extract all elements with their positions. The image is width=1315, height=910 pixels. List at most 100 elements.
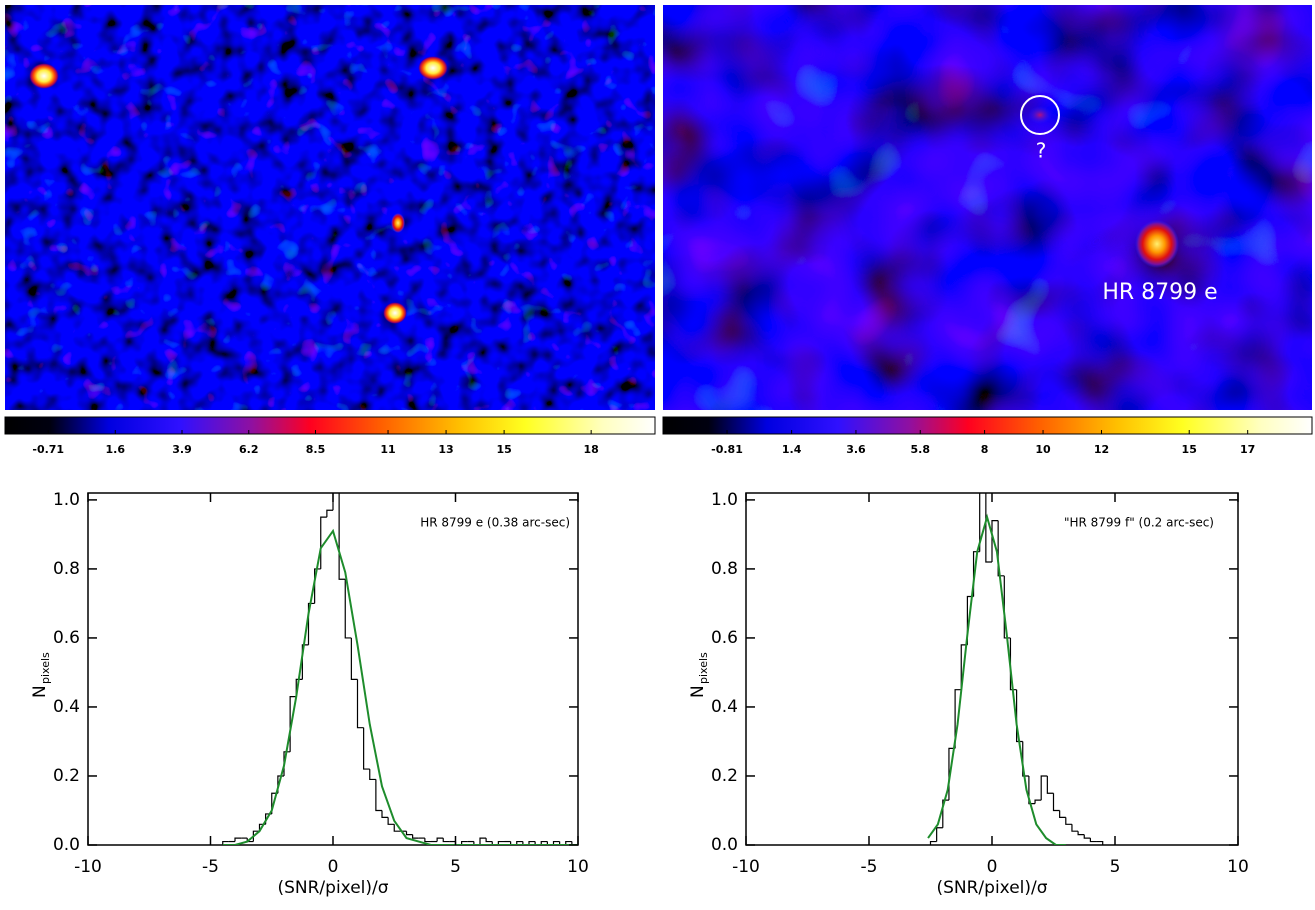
- colorbar-tick-label: 5.8: [911, 443, 931, 456]
- histogram-bin: [252, 830, 260, 842]
- histogram-bin: [1003, 575, 1011, 639]
- colorbar-tick-label: -0.81: [711, 443, 743, 456]
- x-tick-label: 5: [450, 857, 461, 877]
- candidate-blob: [1028, 106, 1052, 124]
- histogram-bin: [479, 837, 487, 845]
- histogram-bin: [534, 841, 542, 845]
- y-tick-label: 0.0: [53, 835, 80, 855]
- colorbar: [4, 416, 656, 435]
- gaussian-fit: [222, 528, 578, 845]
- histogram-bin: [1077, 831, 1085, 836]
- histogram-bin: [356, 679, 364, 729]
- histogram-bin: [1009, 637, 1017, 691]
- colorbar-tick-label: -0.71: [32, 443, 64, 456]
- histogram-bin: [381, 810, 389, 818]
- x-tick-label: -10: [732, 857, 760, 877]
- annotation: "HR 8799 f" (0.2 arc-sec): [1064, 516, 1214, 530]
- y-tick-label: 0.0: [711, 835, 738, 855]
- y-axis-label-sub: pixels: [39, 652, 52, 684]
- annotation: HR 8799 e: [1102, 280, 1217, 305]
- histogram-bin: [332, 493, 334, 511]
- histogram-bin: [234, 837, 242, 842]
- histogram-bin: [1065, 817, 1072, 825]
- y-tick-label: 0.2: [711, 766, 738, 786]
- histogram-bin: [405, 831, 413, 836]
- histogram-bin: [929, 840, 937, 845]
- histogram-bin: [424, 838, 431, 843]
- colorbar-tick-label: 3.9: [172, 443, 192, 456]
- histogram-bin: [954, 689, 962, 749]
- histogram-bin: [1046, 775, 1054, 794]
- x-axis-label: (SNR/pixel)/σ: [936, 878, 1047, 898]
- histogram-bin: [338, 493, 346, 580]
- y-axis-label: N pixels: [688, 652, 710, 698]
- histogram-bin: [436, 837, 444, 842]
- colorbar-tick-label: 8: [981, 443, 989, 456]
- histogram-bin: [516, 840, 523, 845]
- histogram-bin: [442, 838, 450, 843]
- histogram-bin: [1059, 810, 1066, 818]
- y-tick-label: 1.0: [711, 490, 738, 510]
- source-blob: [418, 56, 448, 80]
- histogram-bin: [1040, 775, 1048, 801]
- source-blob: [383, 302, 407, 324]
- histogram-bin: [1096, 840, 1104, 845]
- colorbar-tick-label: 1.4: [782, 443, 802, 456]
- histogram-bin: [985, 493, 992, 563]
- histogram-bin: [979, 493, 981, 552]
- x-tick-label: -10: [74, 857, 102, 877]
- candidate-circle: [1020, 95, 1060, 135]
- histogram-bin: [326, 509, 333, 518]
- x-tick-label: 0: [328, 857, 339, 877]
- histogram-bin: [1016, 689, 1023, 743]
- histogram-bin: [363, 727, 370, 770]
- colorbar-tick-label: 1.6: [106, 443, 126, 456]
- histogram-bin: [552, 840, 560, 845]
- y-axis-label-sub: pixels: [697, 652, 710, 684]
- y-axis-label-main: N: [30, 685, 50, 698]
- histogram-bin: [510, 841, 517, 845]
- y-tick-label: 0.4: [711, 697, 738, 717]
- histogram-bin: [571, 841, 578, 845]
- y-tick-label: 0.6: [711, 628, 738, 648]
- y-tick-label: 0.8: [53, 559, 80, 579]
- histogram-bin: [314, 568, 321, 604]
- colorbar-tick-label: 17: [1240, 443, 1255, 456]
- histogram-bin: [473, 841, 480, 845]
- histogram-bin: [491, 841, 499, 845]
- colorbar-tick-label: 15: [1182, 443, 1197, 456]
- histogram-bin: [222, 840, 229, 845]
- histogram-bin: [1022, 741, 1029, 777]
- histogram-bin: [546, 841, 554, 845]
- y-tick-label: 0.4: [53, 697, 80, 717]
- colorbar: [662, 416, 1313, 435]
- x-axis-label: (SNR/pixel)/σ: [277, 878, 388, 898]
- y-axis-label: N pixels: [30, 652, 52, 698]
- colorbar-tick-label: 3.6: [846, 443, 866, 456]
- histogram-bin: [991, 520, 999, 563]
- histogram-bin: [307, 602, 315, 645]
- source-blob: [1135, 220, 1179, 268]
- y-tick-label: 0.6: [53, 628, 80, 648]
- histogram-bin: [412, 834, 419, 839]
- y-axis-label-main: N: [688, 685, 708, 698]
- histogram-bin: [540, 840, 548, 845]
- y-tick-label: 0.8: [711, 559, 738, 579]
- annotation: HR 8799 e (0.38 arc-sec): [420, 516, 570, 530]
- source-blob: [29, 63, 59, 89]
- plot-area: [927, 493, 1104, 845]
- histogram-bin: [936, 827, 943, 842]
- histogram-bin: [1034, 799, 1042, 804]
- x-tick-label: -5: [202, 857, 219, 877]
- y-tick-label: 1.0: [53, 490, 80, 510]
- histogram-bin: [997, 520, 1005, 577]
- histogram-bin: [485, 838, 493, 843]
- x-tick-label: -5: [861, 857, 878, 877]
- histogram-bin: [375, 779, 382, 812]
- histogram-bin: [461, 840, 468, 845]
- histogram-bin: [1071, 824, 1079, 832]
- histogram-bin: [1083, 834, 1091, 839]
